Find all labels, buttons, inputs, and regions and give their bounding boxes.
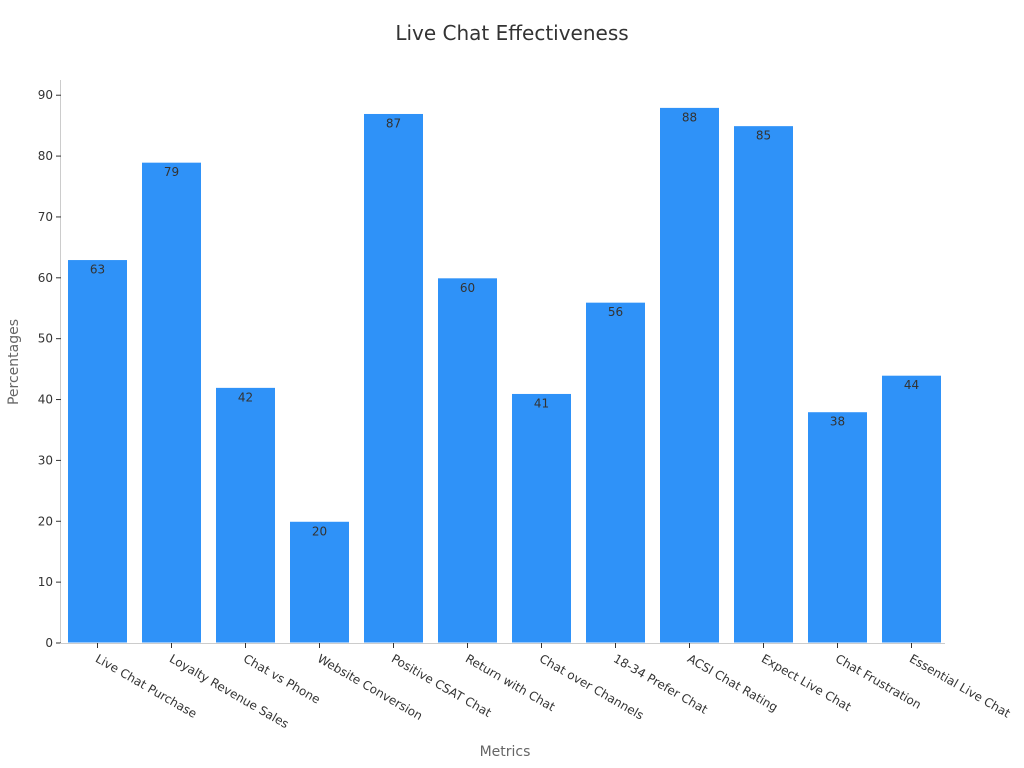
- x-axis-title: Metrics: [480, 744, 531, 760]
- bar: [881, 374, 942, 644]
- y-axis-title: Percentages: [6, 319, 22, 405]
- data-label: 42: [238, 390, 253, 404]
- y-tick-label: 40: [38, 393, 53, 407]
- y-tick-label: 30: [38, 453, 53, 467]
- bar: [807, 411, 868, 644]
- data-label: 85: [756, 129, 771, 143]
- bar: [67, 259, 128, 644]
- data-label: 60: [460, 281, 475, 295]
- bar: [141, 161, 202, 644]
- x-tick-label: Essential Live Chat: [907, 651, 1013, 720]
- bar: [437, 277, 498, 644]
- data-label: 44: [904, 378, 919, 392]
- y-tick-label: 20: [38, 514, 53, 528]
- x-tick-label: Loyalty Revenue Sales: [167, 651, 291, 731]
- data-label: 56: [608, 305, 623, 319]
- y-tick-label: 80: [38, 149, 53, 163]
- y-tick-label: 90: [38, 88, 53, 102]
- y-tick-label: 0: [45, 636, 53, 650]
- data-label: 79: [164, 165, 179, 179]
- chart-title: Live Chat Effectiveness: [395, 21, 628, 45]
- y-tick-label: 10: [38, 575, 53, 589]
- bars-group: 63 79 42 20 87 60 41 56 88 85 38 44: [67, 106, 942, 644]
- bar: [511, 392, 572, 644]
- bar: [585, 301, 646, 644]
- bar: [289, 520, 350, 644]
- data-label: 63: [90, 263, 105, 277]
- bar: [215, 386, 276, 644]
- y-tick-label: 60: [38, 271, 53, 285]
- bar: [733, 125, 794, 644]
- bar: [659, 106, 720, 644]
- data-label: 20: [312, 524, 327, 538]
- y-tick-label: 50: [38, 332, 53, 346]
- y-axis: 0 10 20 30 40 50 60 70 80 90: [38, 80, 61, 650]
- data-label: 41: [534, 396, 549, 410]
- bar: [363, 112, 424, 644]
- data-label: 87: [386, 116, 401, 130]
- y-tick-label: 70: [38, 210, 53, 224]
- data-label: 88: [682, 110, 697, 124]
- data-label: 38: [830, 415, 845, 429]
